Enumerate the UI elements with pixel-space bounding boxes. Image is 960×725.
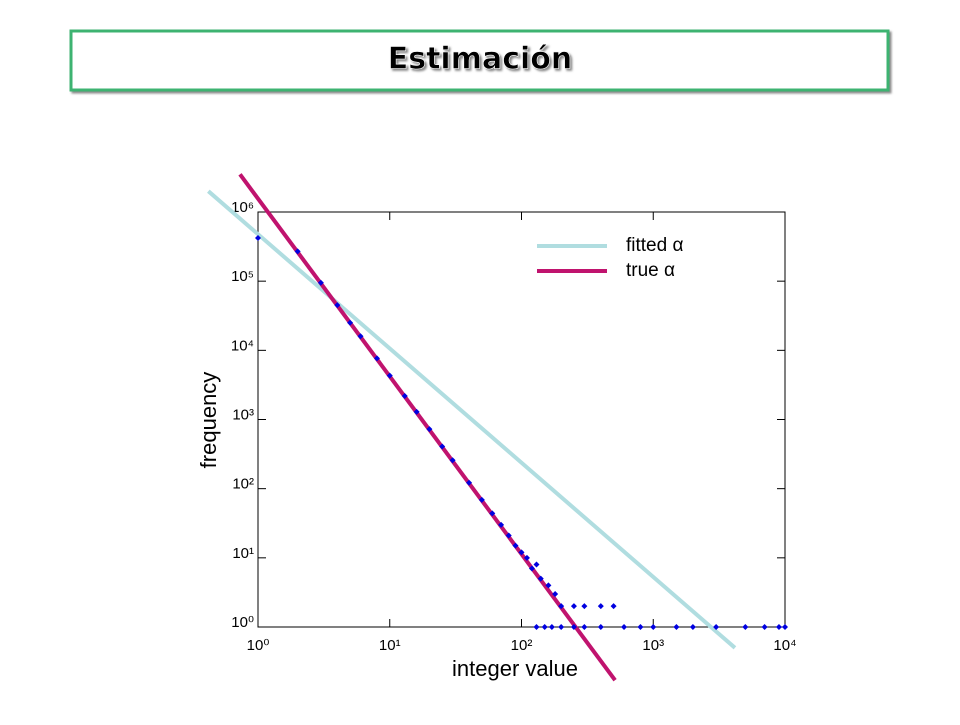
data-point xyxy=(552,590,559,597)
x-tick-label: 10¹ xyxy=(379,637,401,654)
legend-label: fitted α xyxy=(626,235,683,256)
y-tick-label: 10³ xyxy=(232,406,254,423)
legend-label: true α xyxy=(626,260,675,281)
data-point xyxy=(541,624,548,630)
data-point xyxy=(581,624,588,630)
data-point xyxy=(512,542,519,549)
data-point xyxy=(610,603,617,610)
data-point xyxy=(597,603,604,610)
y-axis-label: frequency xyxy=(196,372,221,469)
data-point xyxy=(386,372,393,379)
x-axis-label: integer value xyxy=(452,656,578,681)
data-point xyxy=(650,624,657,630)
data-point xyxy=(545,582,552,589)
data-point xyxy=(347,319,354,326)
data-point xyxy=(498,521,505,528)
data-point xyxy=(449,457,456,464)
data-point xyxy=(637,624,644,630)
data-point xyxy=(255,235,261,242)
data-point xyxy=(689,624,696,630)
y-tick-label: 10⁴ xyxy=(231,337,254,354)
data-point xyxy=(373,355,380,362)
data-point xyxy=(426,426,433,433)
y-tick-label: 10¹ xyxy=(232,545,254,562)
data-point xyxy=(413,408,420,415)
data-point xyxy=(537,575,544,582)
data-point xyxy=(518,549,525,556)
data-point xyxy=(528,565,535,572)
fit-line xyxy=(207,189,737,650)
x-tick-label: 10³ xyxy=(642,637,664,654)
fit-line xyxy=(238,173,617,682)
x-tick-label: 10⁴ xyxy=(773,637,796,654)
data-point xyxy=(570,603,577,610)
title-box xyxy=(69,29,890,92)
y-tick-label: 10⁰ xyxy=(231,614,254,631)
data-point xyxy=(782,624,788,630)
x-tick-label: 10⁰ xyxy=(247,637,270,654)
data-point xyxy=(533,624,540,630)
data-point xyxy=(439,443,446,450)
data-point xyxy=(357,333,364,340)
data-point xyxy=(489,510,496,517)
data-point xyxy=(673,624,680,630)
data-point xyxy=(505,532,512,539)
y-tick-label: 10² xyxy=(232,476,254,493)
data-point xyxy=(466,479,473,486)
data-point xyxy=(401,392,408,399)
data-point xyxy=(581,603,588,610)
data-point xyxy=(570,624,577,630)
data-point xyxy=(713,624,720,630)
y-tick-label: 10⁶ xyxy=(231,199,254,216)
x-tick-label: 10² xyxy=(511,637,533,654)
data-point xyxy=(294,248,301,255)
data-point xyxy=(334,302,341,309)
data-point xyxy=(761,624,768,630)
data-point xyxy=(597,624,604,630)
data-point xyxy=(742,624,749,630)
y-tick-label: 10⁵ xyxy=(231,268,254,285)
plot-frame xyxy=(257,211,786,628)
data-point xyxy=(478,496,485,503)
data-point xyxy=(317,279,324,286)
data-point xyxy=(523,554,530,561)
data-point xyxy=(558,603,565,610)
data-point xyxy=(621,624,628,630)
data-point xyxy=(548,624,555,630)
data-point xyxy=(533,561,540,568)
data-point xyxy=(775,624,782,630)
slide-title: Estimación xyxy=(388,42,573,77)
data-point xyxy=(558,624,565,630)
